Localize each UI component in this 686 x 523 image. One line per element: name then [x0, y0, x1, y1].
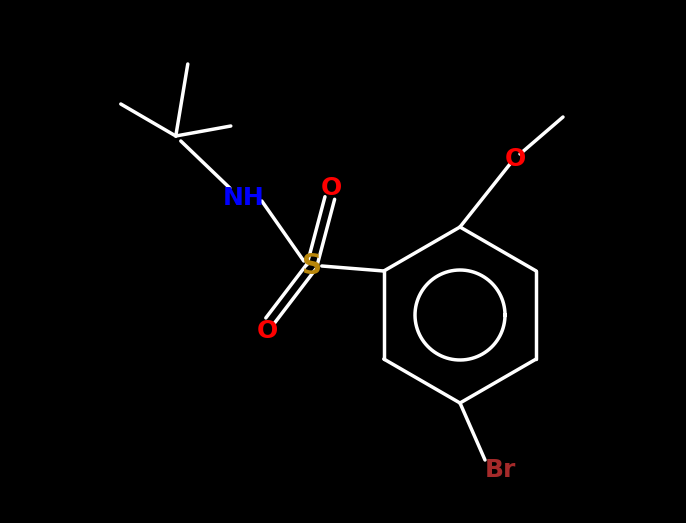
Text: NH: NH — [223, 186, 265, 210]
Text: O: O — [257, 319, 279, 343]
Text: Br: Br — [484, 458, 516, 482]
Text: O: O — [504, 147, 525, 171]
Text: O: O — [321, 176, 342, 200]
Text: S: S — [302, 252, 322, 280]
